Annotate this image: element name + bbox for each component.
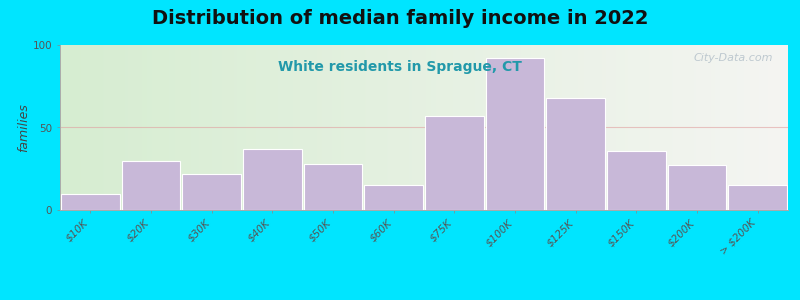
Bar: [182, 174, 241, 210]
Bar: [728, 185, 787, 210]
Text: City-Data.com: City-Data.com: [694, 53, 774, 63]
Bar: [486, 58, 545, 210]
Bar: [425, 116, 484, 210]
Bar: [546, 98, 605, 210]
Bar: [61, 194, 120, 210]
Y-axis label: families: families: [17, 103, 30, 152]
Bar: [667, 165, 726, 210]
Bar: [303, 164, 362, 210]
Bar: [243, 149, 302, 210]
Bar: [364, 185, 423, 210]
Bar: [122, 160, 181, 210]
Text: White residents in Sprague, CT: White residents in Sprague, CT: [278, 60, 522, 74]
Text: Distribution of median family income in 2022: Distribution of median family income in …: [152, 9, 648, 28]
Bar: [607, 151, 666, 210]
